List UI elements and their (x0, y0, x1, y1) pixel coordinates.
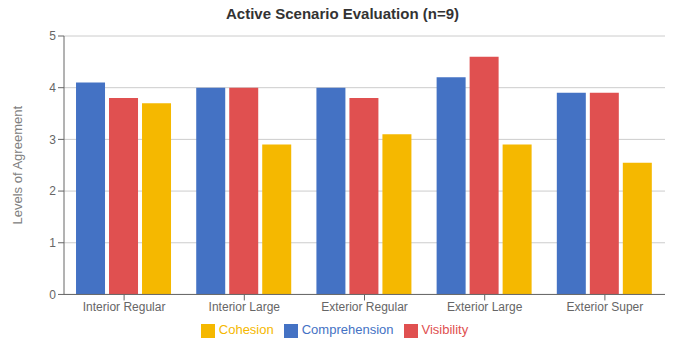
html-text:Cohesion: Cohesion (218, 322, 274, 338)
svg-text:Interior Large: Interior Large (209, 300, 281, 314)
svg-text:2: 2 (49, 184, 56, 198)
svg-text:1: 1 (49, 236, 56, 250)
html-text:Active Scenario Evaluation (n=: Active Scenario Evaluation (n=9) (226, 5, 459, 22)
html-text:Visibility: Visibility (421, 322, 469, 338)
svg-text:Exterior Super: Exterior Super (567, 300, 644, 314)
svg-text:5: 5 (49, 29, 56, 43)
svg-text:3: 3 (49, 133, 56, 147)
svg-text:Levels of Agreement: Levels of Agreement (10, 106, 25, 225)
svg-text:Exterior Large: Exterior Large (447, 300, 523, 314)
html-text:Comprehension: Comprehension (301, 322, 394, 338)
svg-text:0: 0 (49, 288, 56, 302)
svg-text:Exterior Regular: Exterior Regular (321, 300, 408, 314)
svg-text:4: 4 (49, 81, 56, 95)
svg-text:Interior Regular: Interior Regular (83, 300, 166, 314)
